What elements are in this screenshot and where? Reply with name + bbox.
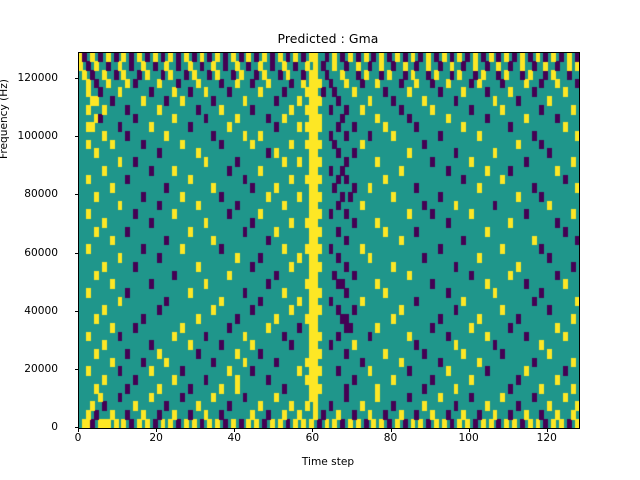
x-tick-mark: [312, 428, 314, 432]
x-tick-mark: [390, 428, 392, 432]
y-tick-label: 40000: [24, 304, 58, 317]
x-tick-label: 120: [536, 432, 557, 444]
y-tick-mark: [74, 368, 78, 370]
y-tick-label: 60000: [24, 246, 58, 259]
x-tick-mark: [78, 428, 79, 432]
y-tick-mark: [74, 310, 78, 312]
x-tick-label: 100: [458, 432, 479, 444]
x-axis-label: Time step: [301, 456, 355, 468]
x-tick-mark: [156, 428, 158, 432]
x-tick-label: 40: [227, 432, 241, 444]
x-tick-label: 80: [383, 432, 398, 444]
x-tick-mark: [468, 428, 470, 432]
y-tick-mark: [74, 136, 78, 138]
y-tick-mark: [74, 78, 78, 80]
y-tick-mark: [74, 252, 78, 254]
y-tick-label: 80000: [24, 188, 58, 201]
y-tick-label: 100000: [17, 130, 58, 143]
chart-title: Predicted : Gma: [277, 31, 379, 46]
y-tick-mark: [74, 194, 78, 196]
x-tick-mark: [546, 428, 548, 432]
y-tick-mark: [74, 427, 78, 428]
heatmap-axes: [78, 52, 580, 429]
x-tick-label: 20: [149, 432, 163, 444]
heatmap-image: [79, 53, 579, 428]
x-tick-mark: [234, 428, 236, 432]
y-tick-label: 20000: [24, 362, 58, 375]
x-tick-label: 60: [305, 432, 320, 444]
y-tick-label: 0: [51, 421, 58, 433]
y-tick-label: 120000: [17, 72, 58, 85]
x-tick-label: 0: [74, 432, 82, 444]
y-axis-label: Frequency (Hz): [0, 79, 10, 159]
